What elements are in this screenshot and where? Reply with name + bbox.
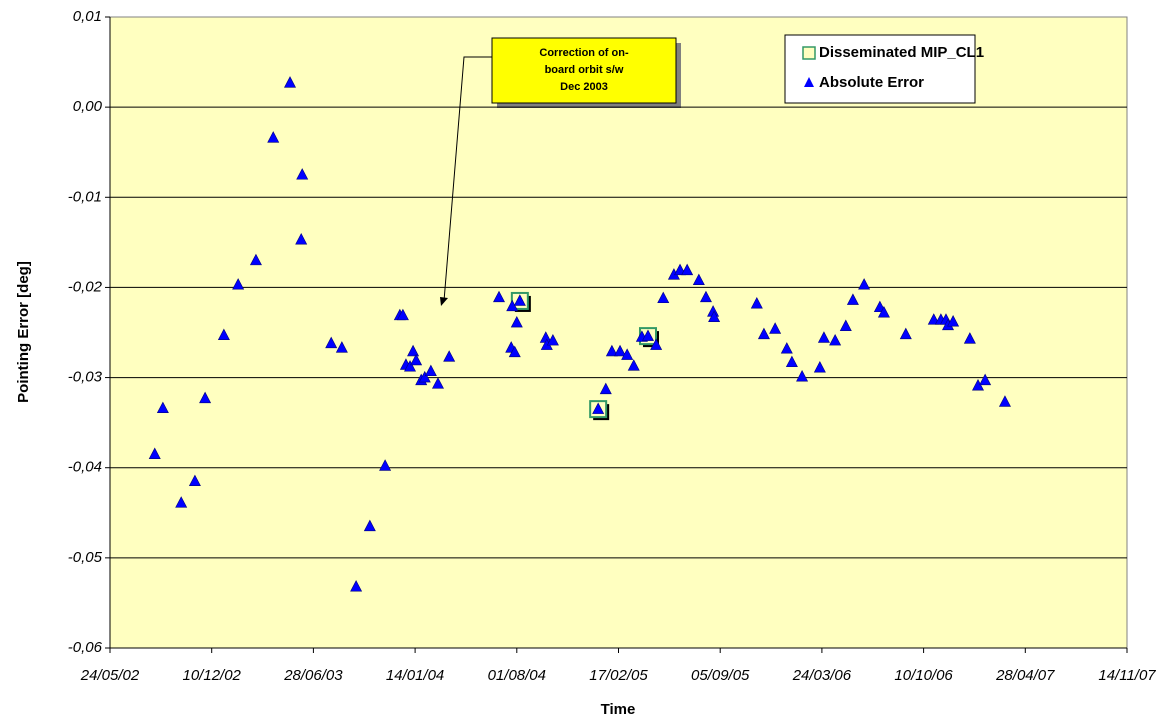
marker-triangle: [396, 308, 409, 321]
marker-triangle: [232, 278, 245, 290]
x-tick-label: 17/02/05: [589, 667, 648, 684]
x-tick-label: 10/10/06: [894, 667, 953, 684]
annotation-arrowhead: [440, 297, 448, 306]
marker-triangle: [641, 329, 654, 341]
x-tick-label: 24/03/06: [792, 667, 852, 684]
annotation-text: board orbit s/w: [545, 64, 624, 76]
marker-triangle: [407, 344, 420, 357]
legend-label: Disseminated MIP_CL1: [819, 44, 984, 61]
marker-triangle: [350, 580, 363, 592]
y-tick-label: 0,01: [73, 8, 102, 25]
marker-triangle: [295, 233, 308, 245]
marker-triangle: [605, 344, 618, 357]
marker-triangle: [899, 327, 912, 340]
annotation-text: Dec 2003: [560, 81, 608, 93]
annotation-box: [491, 37, 677, 104]
marker-triangle: [627, 359, 640, 371]
annotation-text: Correction of on-: [539, 47, 629, 59]
annotation-arrow: [443, 56, 492, 302]
x-tick-label: 05/09/05: [691, 667, 750, 684]
marker-triangle: [335, 341, 348, 353]
y-tick-label: -0,01: [68, 188, 102, 205]
x-tick-label: 10/12/02: [183, 667, 242, 684]
marker-triangle: [650, 338, 663, 350]
marker-triangle: [325, 336, 338, 349]
x-tick-label: 28/04/07: [995, 667, 1055, 684]
marker-triangle: [404, 360, 417, 372]
y-axis-label: Pointing Error [deg]: [15, 261, 32, 403]
marker-triangle: [510, 315, 523, 328]
y-tick-label: -0,06: [68, 639, 103, 656]
marker-triangle: [846, 293, 859, 305]
marker-triangle: [769, 322, 782, 334]
marker-triangle: [199, 391, 212, 404]
marker-triangle: [998, 395, 1011, 407]
marker-triangle: [963, 332, 976, 344]
marker-triangle: [296, 168, 309, 180]
marker-triangle: [249, 253, 262, 266]
marker-triangle: [363, 519, 376, 532]
marker-triangle: [443, 350, 456, 362]
legend: Disseminated MIP_CL1 Absolute Error: [784, 34, 984, 104]
marker-triangle: [757, 327, 770, 340]
marker-triangle: [175, 496, 188, 508]
marker-triangle: [692, 273, 705, 286]
marker-triangle: [829, 333, 842, 346]
marker-triangle: [750, 297, 763, 309]
marker-triangle: [410, 353, 423, 366]
marker-triangle: [156, 401, 169, 414]
marker-triangle: [785, 355, 798, 368]
x-axis-label: Time: [601, 701, 636, 718]
marker-triangle: [546, 333, 559, 346]
marker-triangle: [188, 474, 201, 487]
marker-triangle: [431, 377, 444, 389]
marker-triangle: [817, 331, 830, 343]
legend-marker: [802, 46, 816, 60]
y-tick-label: -0,03: [68, 369, 103, 386]
marker-triangle: [148, 447, 161, 459]
marker-triangle: [708, 310, 721, 322]
marker-triangle: [877, 306, 890, 318]
x-tick-label: 01/08/04: [488, 667, 546, 684]
y-tick-label: -0,05: [68, 549, 103, 566]
legend-marker: [804, 77, 814, 87]
marker-triangle: [780, 342, 793, 354]
plot-area: [109, 16, 1128, 649]
marker-triangle: [379, 459, 392, 471]
marker-triangle: [508, 345, 521, 358]
marker-triangle: [592, 402, 605, 414]
marker-triangle: [493, 290, 505, 303]
y-tick-label: 0,00: [73, 98, 103, 115]
annotation: Correction of on-board orbit s/w Dec 2003: [440, 37, 681, 306]
x-tick-label: 24/05/02: [80, 667, 140, 684]
marker-triangle: [267, 131, 280, 143]
marker-triangle: [657, 291, 670, 304]
marker-triangle: [424, 364, 437, 377]
marker-triangle: [599, 382, 612, 395]
marker-triangle: [284, 76, 297, 88]
marker-triangle: [614, 344, 627, 357]
marker-triangle: [947, 315, 960, 327]
legend-label: Absolute Error: [819, 74, 924, 91]
y-tick-label: -0,04: [68, 459, 102, 476]
legend-box: [784, 34, 976, 104]
marker-triangle: [418, 370, 431, 383]
y-tick-label: -0,02: [68, 278, 103, 295]
marker-triangle: [217, 328, 230, 341]
x-tick-label: 28/06/03: [283, 667, 343, 684]
x-tick-label: 14/01/04: [386, 667, 444, 684]
marker-triangle: [699, 290, 712, 303]
marker-triangle: [858, 278, 871, 290]
marker-triangle: [979, 373, 992, 386]
marker-triangle: [513, 294, 526, 306]
x-tick-label: 14/11/07: [1098, 667, 1156, 684]
marker-triangle: [796, 370, 809, 382]
marker-triangle: [813, 361, 826, 373]
marker-triangle: [681, 263, 694, 276]
marker-triangle: [839, 319, 852, 331]
marker-triangle: [621, 348, 634, 360]
